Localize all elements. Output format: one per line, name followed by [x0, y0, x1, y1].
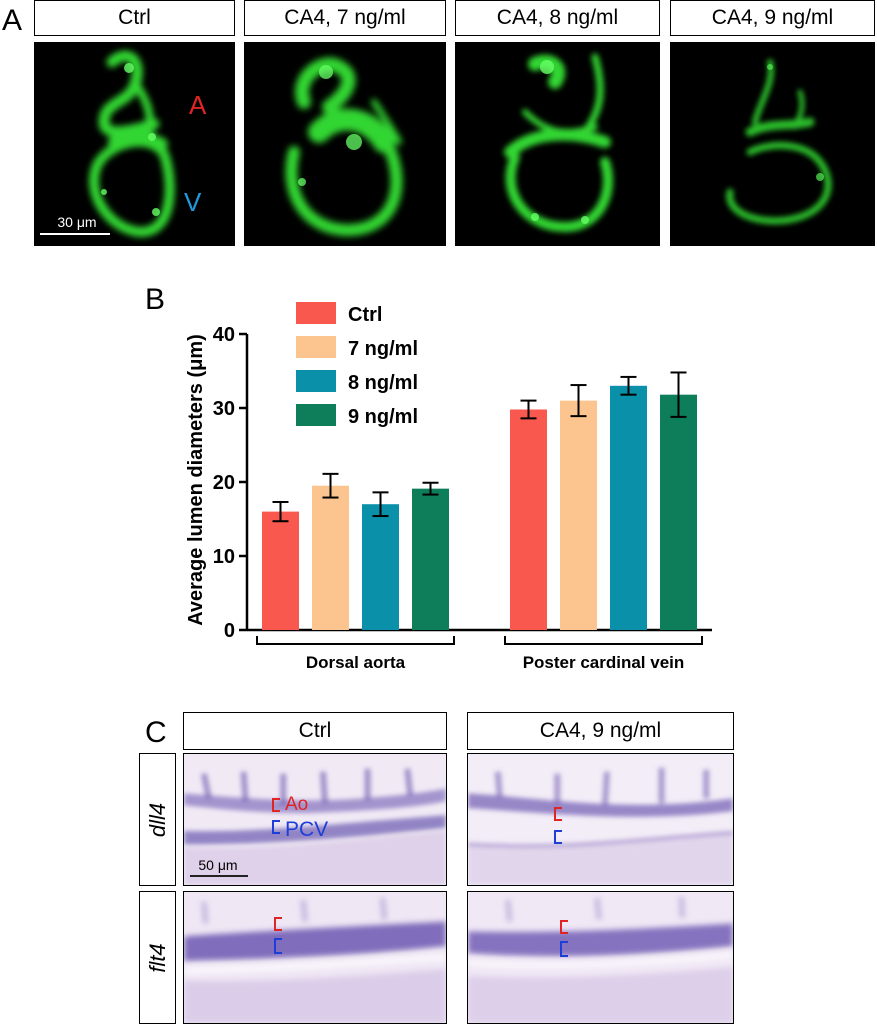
y-tick-label: 30 [213, 398, 235, 420]
legend-swatch [296, 302, 336, 324]
panel-c-header-ctrl: Ctrl [183, 712, 447, 750]
group-bracket [256, 636, 455, 645]
ish-dll4-9ng [467, 753, 734, 886]
bar [412, 488, 449, 630]
bar [560, 400, 597, 630]
vein-bracket [560, 941, 568, 957]
legend-swatch [296, 404, 336, 426]
y-tick-label: 0 [224, 620, 235, 642]
panel-a-header-7ng: CA4, 7 ng/ml [244, 0, 446, 36]
pcv-label: PCV [285, 818, 329, 841]
micrograph-8ng [455, 42, 660, 246]
y-tick-label: 40 [213, 324, 235, 346]
aorta-bracket [272, 798, 280, 812]
legend-swatch [296, 370, 336, 392]
bar [610, 385, 647, 630]
aorta-bracket [554, 807, 562, 821]
bar [262, 511, 299, 630]
group-bracket [504, 636, 703, 645]
vein-label: V [184, 187, 202, 217]
bar [362, 504, 399, 630]
micrograph-7ng [244, 42, 446, 246]
y-tick-label: 20 [213, 472, 235, 494]
ish-dll4-ctrl: Ao PCV 50 μm [183, 753, 447, 886]
category-label: Dorsal aorta [306, 653, 406, 672]
ish-flt4-9ng [467, 891, 734, 1024]
bar [660, 394, 697, 630]
lumen-diameter-chart: Average lumen diameters (μm) 0 10 20 30 40 Do… [185, 302, 712, 672]
ish-flt4-ctrl [183, 891, 447, 1024]
legend-label: 8 ng/ml [348, 372, 418, 394]
scale-bar-c [190, 875, 248, 877]
vein-bracket [554, 830, 562, 844]
scale-bar [40, 233, 110, 235]
y-tick-label: 10 [213, 546, 235, 568]
row-label-dll4: dll4 [139, 753, 176, 886]
panel-a-header-9ng: CA4, 9 ng/ml [670, 0, 875, 36]
artery-label: A [189, 90, 207, 120]
row-label-dll4-text: dll4 [144, 802, 170, 837]
micrograph-ctrl: A V 30 μm [34, 42, 235, 246]
micrograph-9ng [670, 42, 875, 246]
category-label: Poster cardinal vein [523, 653, 685, 672]
panel-b-letter: B [145, 283, 166, 316]
panel-a-letter: A [2, 4, 23, 37]
scale-bar-label: 30 μm [57, 214, 97, 230]
vein-bracket [272, 820, 280, 834]
panel-a-header-ctrl: Ctrl [34, 0, 235, 36]
panel-c-letter: C [145, 716, 167, 749]
scale-bar-label-c: 50 μm [198, 857, 238, 873]
legend-swatch [296, 336, 336, 358]
aorta-bracket [274, 917, 282, 931]
panel-c-header-9ng: CA4, 9 ng/ml [467, 712, 734, 750]
vein-bracket [274, 938, 282, 954]
aorta-bracket [560, 920, 568, 934]
aorta-label: Ao [285, 794, 309, 815]
bar [312, 485, 349, 630]
legend-label: Ctrl [348, 304, 382, 326]
bar [510, 409, 547, 630]
legend-label: 9 ng/ml [348, 406, 418, 428]
row-label-flt4: flt4 [139, 891, 176, 1024]
legend-label: 7 ng/ml [348, 338, 418, 360]
row-label-flt4-text: flt4 [144, 942, 170, 973]
panel-a-header-8ng: CA4, 8 ng/ml [455, 0, 660, 36]
y-axis-label: Average lumen diameters (μm) [185, 334, 207, 626]
